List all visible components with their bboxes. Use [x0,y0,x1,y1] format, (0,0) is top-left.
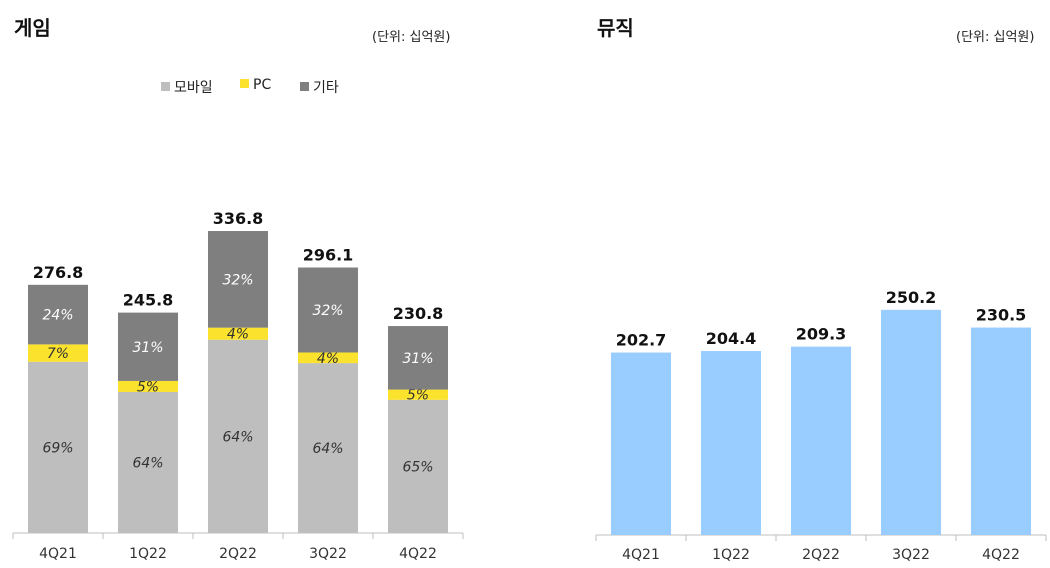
bar-value-label: 204.4 [706,329,757,348]
segment-label-pc: 4% [227,327,249,343]
bar-segment-mobile [28,361,88,533]
x-tick-label: 2Q22 [802,547,840,563]
game-unit-label: (단위: 십억원) [372,30,451,45]
segment-label-mobile: 64% [132,455,163,471]
bar-segment-pc [118,380,178,392]
bar [971,327,1031,535]
segment-label-mobile: 64% [222,429,253,445]
bar-segment-other [118,312,178,381]
segment-label-mobile: 69% [42,440,73,456]
x-tick-label: 4Q22 [399,546,437,562]
music-bar-chart: 202.7 4Q21 204.4 1Q22 209.3 2Q22 250.2 3Q22 230.… [595,288,1047,563]
legend-swatch-mobile [161,82,170,91]
x-tick-label: 4Q21 [622,547,660,563]
game-title: 게임 [14,16,51,40]
bar-segment-pc [28,344,88,362]
bar [701,351,761,535]
bar-segment-pc [208,327,268,340]
bar-total-label: 296.1 [303,246,354,265]
legend-label-other: 기타 [313,80,339,96]
bar-segment-mobile [388,399,448,533]
legend-label-mobile: 모바일 [174,80,213,96]
x-tick-label: 3Q22 [892,547,930,563]
music-title: 뮤직 [597,16,634,40]
segment-label-other: 32% [222,272,253,288]
segment-label-mobile: 65% [402,459,433,475]
bar [611,352,671,535]
bar-total-label: 245.8 [123,291,174,310]
x-tick-label: 3Q22 [309,546,347,562]
bar-segment-pc [298,352,358,364]
music-unit-label: (단위: 십억원) [956,30,1035,45]
legend-item-other: 기타 [300,77,339,97]
segment-label-mobile: 64% [312,441,343,457]
bar-total-label: 276.8 [33,263,84,282]
bar [881,309,941,535]
bar-segment-mobile [208,339,268,533]
bar [791,346,851,535]
segment-label-pc: 5% [407,388,429,404]
legend-swatch-other [300,82,309,91]
x-tick-label: 1Q22 [712,547,750,563]
bar-segment-other [208,231,268,328]
x-tick-label: 1Q22 [129,546,167,562]
bar-segment-other [298,267,358,353]
segment-label-pc: 4% [317,351,339,367]
x-tick-label: 4Q22 [982,547,1020,563]
segment-label-pc: 5% [137,379,159,395]
bar-total-label: 336.8 [213,209,264,228]
x-tick-label: 2Q22 [219,546,257,562]
bar-value-label: 230.5 [976,306,1027,325]
segment-label-other: 24% [42,308,73,324]
legend-swatch-pc [240,79,249,88]
segment-label-other: 32% [312,303,343,319]
bar-value-label: 209.3 [796,325,847,344]
bar-total-label: 230.8 [393,304,444,323]
segment-label-pc: 7% [47,346,69,362]
bar-value-label: 202.7 [616,331,667,350]
bar-segment-mobile [298,363,358,533]
bar-segment-pc [388,389,448,400]
game-stacked-bar-chart: 69% 7% 24% 276.8 4Q21 64% 5% 31% 245.8 1Q22 64% 4% 3… [12,209,464,562]
segment-label-other: 31% [132,340,163,356]
segment-label-other: 31% [402,351,433,367]
legend-item-pc: PC [240,77,271,93]
x-tick-label: 4Q21 [39,546,77,562]
legend-item-mobile: 모바일 [161,77,213,97]
bar-segment-other [28,284,88,345]
bar-segment-mobile [118,391,178,533]
bar-value-label: 250.2 [886,288,937,307]
legend-label-pc: PC [253,77,272,93]
bar-segment-other [388,326,448,390]
